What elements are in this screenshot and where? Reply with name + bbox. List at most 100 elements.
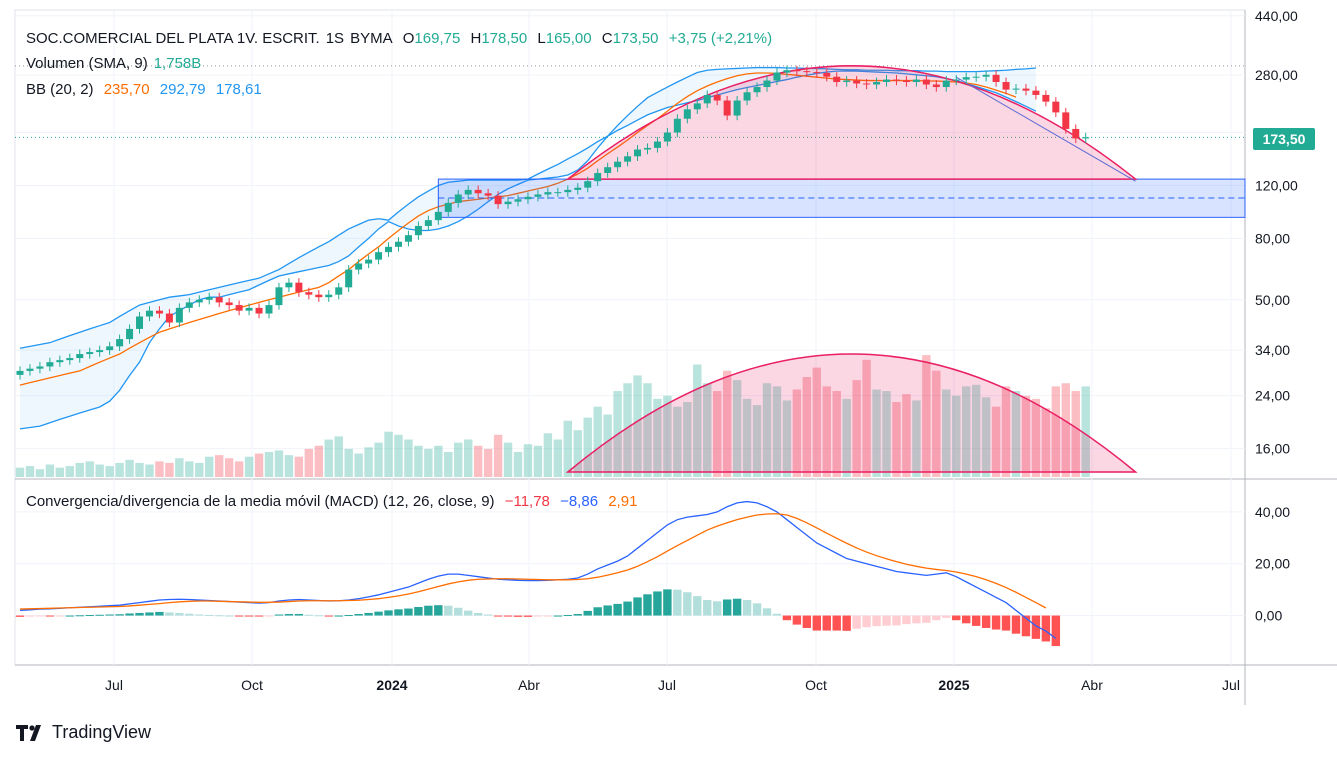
candle [733, 100, 741, 116]
volume-bar [424, 448, 433, 477]
volume-bar [583, 417, 592, 477]
candle [205, 297, 213, 300]
volume-bar [952, 395, 961, 477]
macd-hist-bar [513, 615, 523, 617]
volume-bar [264, 452, 274, 477]
candle [225, 302, 233, 306]
legend-macd-row[interactable]: Convergencia/divergencia de la media móv… [26, 493, 643, 511]
candle [823, 72, 831, 77]
candle [76, 354, 84, 359]
candle [106, 346, 114, 351]
time-tick-label: Oct [241, 677, 263, 693]
volume-bar [882, 391, 891, 477]
candle [763, 80, 771, 88]
volume-bar [115, 462, 124, 477]
volume-bar [523, 444, 533, 477]
volume-bar [633, 375, 642, 477]
macd-hist-bar [912, 615, 921, 624]
volume-bar [444, 452, 453, 477]
volume-bar [862, 359, 871, 477]
volume-bar [25, 466, 35, 477]
price-tick-label: 34,00 [1255, 342, 1290, 358]
volume-bar [1071, 391, 1080, 477]
volume-bar [1011, 391, 1021, 477]
macd-hist-bar [284, 613, 294, 616]
macd-hist-bar [673, 589, 682, 616]
volume-bar [473, 445, 483, 477]
macd-hist-bar [1021, 615, 1031, 637]
macd-hist-bar [473, 612, 483, 616]
macd-hist-bar [454, 607, 463, 616]
macd-hist-bar [742, 600, 752, 616]
volume-bar [942, 389, 951, 477]
candle [803, 71, 811, 73]
brand-name: TradingView [52, 722, 152, 742]
candle [873, 82, 881, 85]
volume-bar [543, 433, 553, 477]
volume-bar [364, 447, 373, 477]
candle [295, 282, 303, 293]
macd-hist-bar [653, 591, 662, 616]
candle [494, 195, 502, 205]
time-tick-label: Abr [518, 677, 540, 693]
macd-hist-bar [553, 615, 563, 617]
macd-tick-label: 40,00 [1255, 504, 1290, 520]
volume-bar [503, 442, 513, 477]
candle [793, 70, 801, 72]
candle [165, 313, 173, 323]
macd-hist-bar [772, 613, 782, 616]
volume-bar [384, 431, 393, 477]
candle [773, 72, 781, 81]
macd-hist-bar [503, 615, 513, 617]
macd-hist-bar [274, 614, 284, 616]
macd-hist-bar [394, 609, 403, 616]
macd-hist-bar [603, 605, 612, 616]
candle [663, 132, 671, 142]
candle [355, 263, 363, 270]
macd-hist-bar [414, 606, 423, 616]
candle [1062, 112, 1070, 129]
volume-bar [35, 469, 45, 477]
legend-bb-row[interactable]: BB (20, 2) 235,70 292,79 178,61 [26, 81, 268, 99]
macd-hist-bar [703, 600, 712, 616]
legend-volume-row[interactable]: Volumen (SMA, 9) 1,758B [26, 55, 207, 73]
candle [723, 100, 731, 116]
candle [1002, 82, 1010, 90]
volume-bar [75, 462, 84, 477]
candle [972, 76, 980, 78]
candle [136, 316, 144, 329]
volume-bar [394, 434, 403, 477]
macd-hist-bar [962, 615, 971, 624]
exchange: BYMA [350, 30, 393, 47]
volume-bar [65, 466, 74, 477]
macd-hist-bar [981, 615, 991, 628]
tradingview-logo[interactable]: TradingView [16, 722, 151, 743]
candle [604, 167, 612, 174]
macd-hist-bar [1001, 615, 1011, 631]
macd-hist-bar [872, 615, 881, 627]
macd-hist-bar [563, 615, 572, 617]
volume-bar [374, 442, 383, 477]
candle [614, 161, 622, 168]
volume-bar [693, 364, 702, 477]
macd-hist-bar [145, 612, 154, 616]
volume-bars [15, 355, 1090, 477]
macd-hist-bar [722, 599, 732, 616]
candle [863, 83, 871, 85]
macd-hist-bar [135, 612, 144, 616]
bb-lower-value: 178,61 [215, 81, 262, 98]
candle [325, 294, 333, 298]
macd-hist-bar [882, 615, 891, 626]
candle [783, 70, 791, 73]
macd-hist-bar [752, 603, 762, 616]
candle [962, 77, 970, 80]
volume-bar [354, 453, 363, 477]
candle [584, 181, 592, 188]
ohlc-low: L165,00 [537, 30, 592, 47]
volume-bar [573, 430, 582, 477]
candle [833, 76, 841, 83]
macd-hist-bar [573, 613, 582, 616]
interval[interactable]: 1S [325, 30, 345, 47]
symbol-name[interactable]: SOC.COMERCIAL DEL PLATA 1V. ESCRIT. [26, 30, 320, 47]
